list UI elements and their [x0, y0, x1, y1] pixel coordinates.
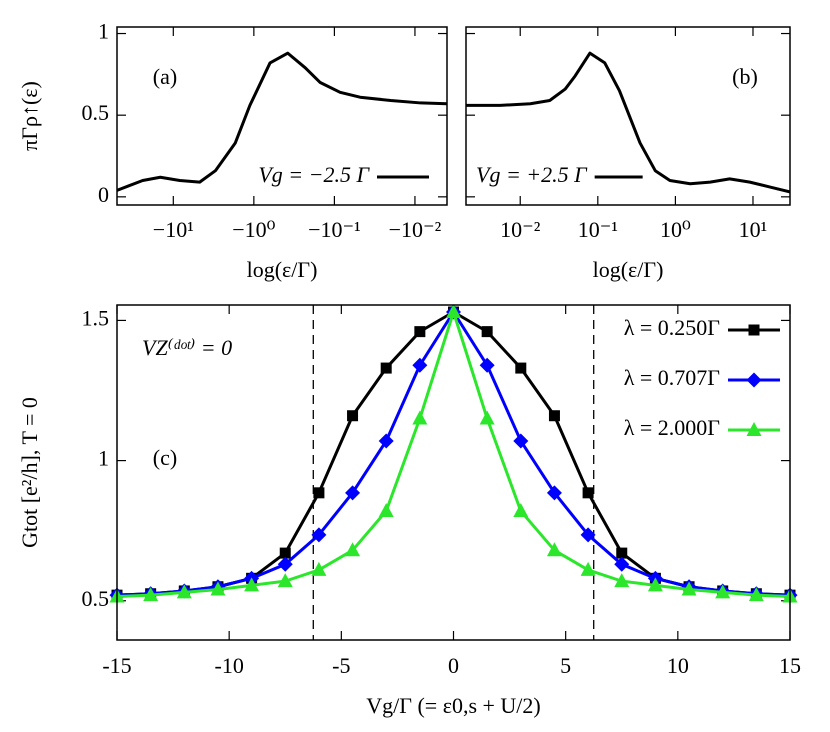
y-tick-label: 0.5 [82, 100, 110, 125]
data-marker [313, 487, 325, 499]
legend-label: λ = 0.707Γ [624, 365, 721, 390]
y-axis-label: πΓρ↑(ε) [17, 81, 42, 151]
x-tick-label: −10⁰ [232, 217, 275, 242]
data-line [117, 51, 447, 192]
x-tick-label: 10⁻² [500, 217, 541, 242]
data-marker [378, 433, 394, 449]
data-marker [614, 556, 630, 572]
data-marker [513, 503, 529, 518]
x-tick-label: 0 [448, 653, 459, 678]
x-axis-label: log(ε/Γ) [247, 257, 318, 282]
panel: -15 -10 -5 0 5 10 15 0.5 1 1.5 λ = 0.250Γ λ = 0.707… [17, 304, 801, 718]
data-marker [412, 410, 428, 425]
data-marker [748, 587, 764, 602]
data-marker [546, 485, 562, 501]
data-marker [548, 410, 560, 422]
data-marker [715, 584, 731, 599]
x-tick-label: 10⁰ [660, 217, 691, 242]
data-marker [546, 542, 562, 557]
x-axis-label: log(ε/Γ) [593, 257, 664, 282]
data-marker [279, 547, 291, 559]
data-marker [311, 527, 327, 543]
data-marker [378, 503, 394, 518]
data-marker [347, 410, 359, 422]
panel: −10¹ −10⁰ −10⁻¹ −10⁻² 0 0.5 1 Vg = −2.5 Γ (a) log… [17, 19, 448, 282]
plot-frame [116, 26, 448, 206]
x-tick-label: 10¹ [739, 217, 768, 242]
panel: 10⁻² 10⁻¹ 10⁰ 10¹ Vg = +2.5 Γ (b) log(ε/Γ) [465, 26, 791, 282]
x-axis-label: Vg/Γ (= ε0,s + U/2) [366, 693, 541, 718]
data-marker [746, 372, 762, 388]
panel-label: (b) [732, 64, 758, 89]
annotation: VZ⁽ᵈᵒᵗ⁾ = 0 [142, 335, 232, 360]
data-marker [748, 324, 760, 336]
x-tick-label: -10 [215, 653, 244, 678]
data-marker [515, 362, 527, 374]
data-marker [580, 561, 596, 576]
panel-label: (c) [153, 445, 177, 470]
y-tick-label: 1.5 [82, 305, 110, 330]
data-marker [446, 304, 461, 319]
x-tick-label: −10⁻² [389, 217, 442, 242]
data-marker [681, 581, 697, 596]
x-tick-label: -5 [332, 653, 350, 678]
data-marker [244, 577, 260, 592]
data-marker [746, 422, 762, 436]
y-axis-label: Gtot [e²/h], T = 0 [17, 397, 42, 548]
data-marker [479, 410, 495, 425]
plot-frame [465, 26, 791, 206]
data-marker [414, 326, 426, 338]
x-tick-label: 15 [779, 653, 801, 678]
data-marker [616, 547, 628, 559]
legend-label: Vg = −2.5 Γ [258, 162, 370, 187]
data-marker [479, 357, 495, 373]
data-marker [277, 556, 293, 572]
data-marker [311, 561, 327, 576]
x-tick-label: -15 [102, 653, 131, 678]
data-marker [614, 573, 630, 588]
data-marker [345, 542, 361, 557]
data-line [466, 51, 790, 194]
data-marker [412, 357, 428, 373]
x-tick-label: 5 [560, 653, 571, 678]
legend-label: λ = 0.250Γ [624, 315, 721, 340]
data-marker [380, 362, 392, 374]
x-tick-label: −10¹ [153, 217, 194, 242]
x-tick-label: 10 [667, 653, 689, 678]
x-tick-label: −10⁻¹ [308, 217, 361, 242]
y-tick-label: 1 [98, 446, 109, 471]
data-marker [176, 584, 192, 599]
data-marker [481, 326, 493, 338]
data-marker [647, 577, 663, 592]
y-tick-label: 0 [98, 182, 109, 207]
data-marker [143, 587, 159, 602]
legend-label: λ = 2.000Γ [624, 415, 721, 440]
data-marker [580, 527, 596, 543]
x-tick-label: 10⁻¹ [578, 217, 618, 242]
panel-label: (a) [153, 64, 177, 89]
data-marker [345, 485, 361, 501]
data-marker [582, 487, 594, 499]
data-marker [277, 573, 293, 588]
data-marker [210, 581, 226, 596]
data-marker [513, 433, 529, 449]
plot-frame [116, 304, 791, 641]
y-tick-label: 0.5 [82, 586, 110, 611]
legend-label: Vg = +2.5 Γ [476, 162, 588, 187]
y-tick-label: 1 [98, 19, 109, 44]
